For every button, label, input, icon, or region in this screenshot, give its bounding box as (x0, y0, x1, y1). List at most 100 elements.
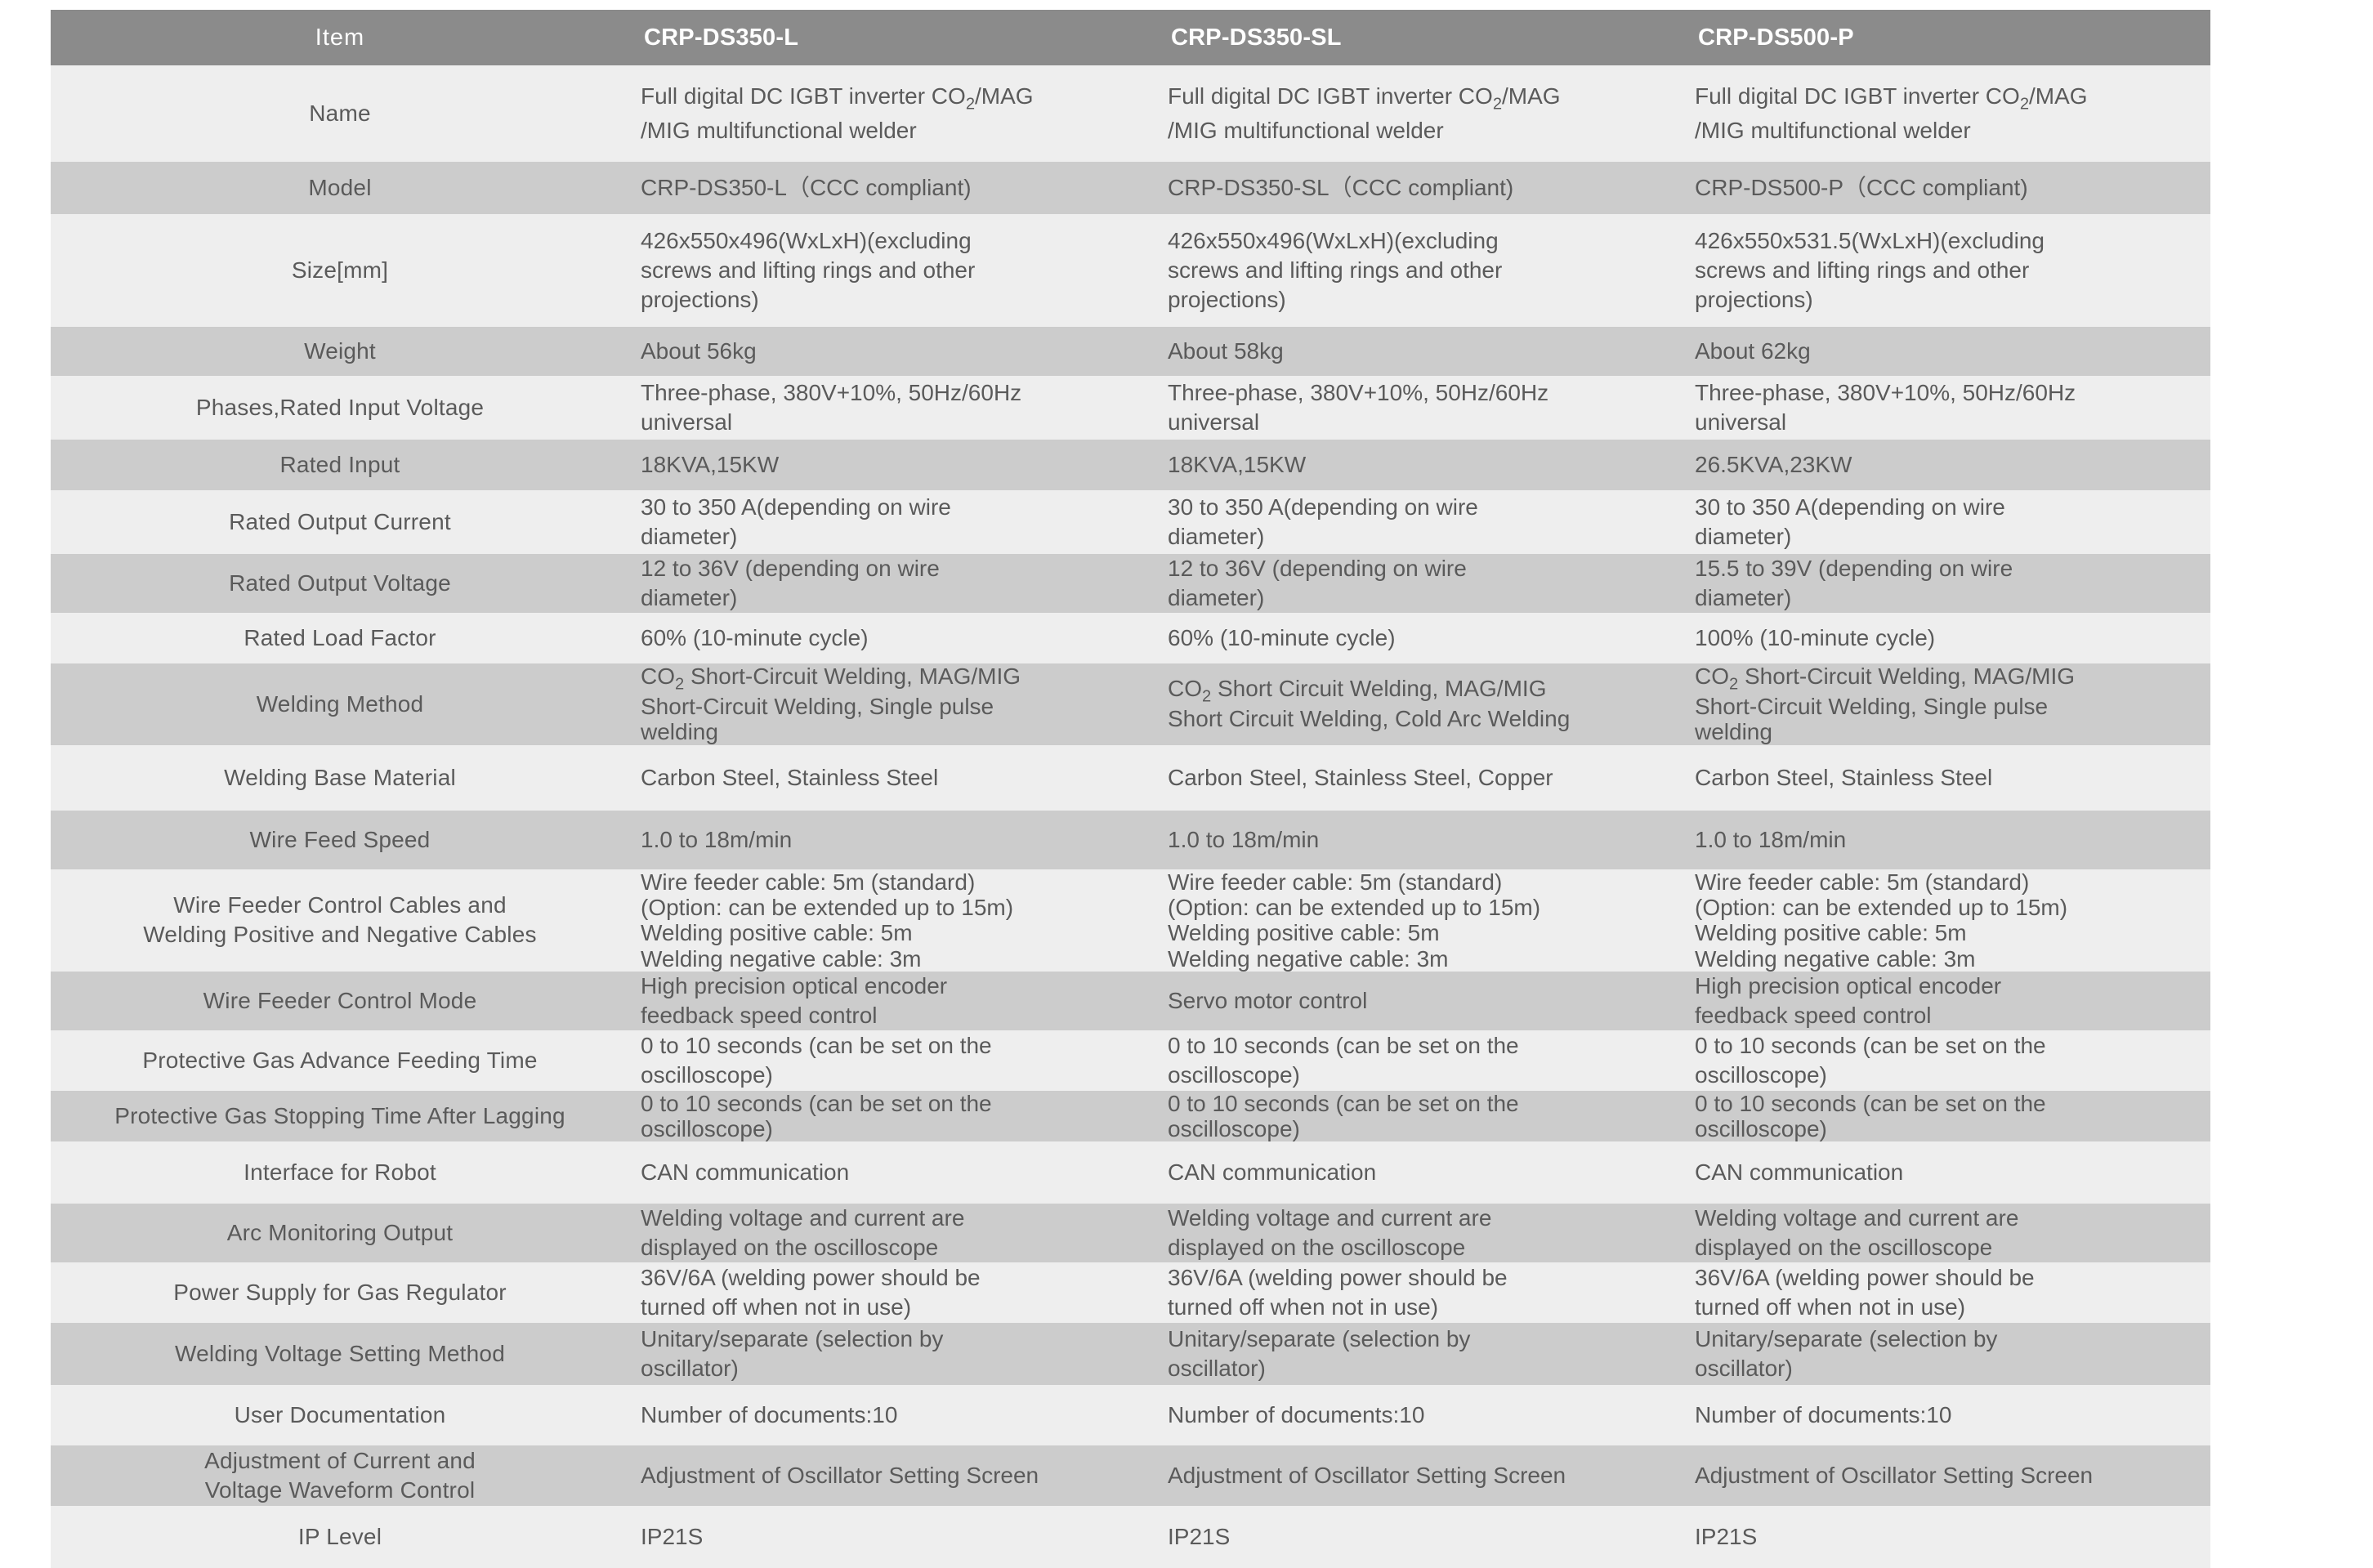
cell-ds350sl: CAN communication (1156, 1141, 1683, 1204)
subscript: 2 (1729, 675, 1739, 694)
cell-ds500p: 1.0 to 18m/min (1683, 810, 2210, 869)
cell-ds350l: Adjustment of Oscillator Setting Screen (629, 1445, 1156, 1506)
cell-ds350sl: Servo motor control (1156, 971, 1683, 1030)
row-label: Welding Base Material (51, 744, 629, 811)
cell-line: About 62kg (1695, 338, 1811, 364)
cell-line: 1.0 to 18m/min (641, 826, 793, 852)
cell-ds350sl: 30 to 350 A(depending on wire diameter) (1156, 490, 1683, 554)
cell-ds500p: IP21S (1683, 1506, 2210, 1568)
row-label: Wire Feeder Control Cables and Welding Po… (51, 869, 629, 972)
cell-line: 426x550x496(WxLxH)(excluding (641, 228, 972, 254)
cell-line: IP21S (1168, 1524, 1231, 1550)
row-label: Name (51, 65, 629, 162)
cell-line: welding (1695, 719, 1772, 745)
cell-ds350l: 30 to 350 A(depending on wire diameter) (629, 490, 1156, 554)
cell-line: Welding negative cable: 3m (1168, 945, 1449, 972)
cell-ds500p: Unitary/separate (selection by oscillator… (1683, 1323, 2210, 1385)
cell-line: High precision optical encoder (1695, 972, 2002, 998)
cell-line: diameter) (1168, 584, 1265, 610)
cell-line: Welding voltage and current are (1168, 1205, 1492, 1231)
row-label: Welding Method (51, 663, 629, 745)
cell-line: Three-phase, 380V+10%, 50Hz/60Hz (1695, 380, 2076, 406)
cell-ds350sl: 0 to 10 seconds (can be set on the oscill… (1156, 1090, 1683, 1142)
row-label: IP Level (51, 1506, 629, 1568)
table-row: Phases,Rated Input Voltage Three-phase, 3… (51, 376, 2210, 440)
cell-ds350l: Carbon Steel, Stainless Steel (629, 744, 1156, 811)
cell-line: 0 to 10 seconds (can be set on the (641, 1032, 992, 1058)
table-row: Protective Gas Advance Feeding Time 0 to … (51, 1030, 2210, 1091)
cell-line: universal (641, 409, 733, 435)
cell-line: 0 to 10 seconds (can be set on the (641, 1090, 992, 1116)
table-row: Weight About 56kg About 58kg About 62kg (51, 327, 2210, 376)
row-label: Model (51, 162, 629, 214)
cell-ds500p: 36V/6A (welding power should be turned of… (1683, 1262, 2210, 1323)
cell-line: oscillator) (1695, 1356, 1793, 1381)
cell-line: screws and lifting rings and other (1168, 257, 1503, 284)
table-row: Wire Feeder Control Mode High precision o… (51, 971, 2210, 1030)
cell-ds350l: 12 to 36V (depending on wire diameter) (629, 554, 1156, 613)
table-body: Name Full digital DC IGBT inverter CO2/MA… (51, 65, 2210, 1568)
cell-line: 0 to 10 seconds (can be set on the (1695, 1032, 2046, 1058)
row-label: Rated Load Factor (51, 612, 629, 663)
cell-line: Unitary/separate (selection by (641, 1326, 944, 1352)
cell-line: Full digital DC IGBT inverter CO2/MAG (641, 83, 1034, 114)
cell-line: (Option: can be extended up to 15m) (641, 894, 1014, 920)
cell-ds350l: Unitary/separate (selection by oscillator… (629, 1323, 1156, 1385)
cell-ds350sl: Number of documents:10 (1156, 1385, 1683, 1445)
cell-line: projections) (1168, 286, 1286, 312)
cell-line: turned off when not in use) (1695, 1294, 1966, 1320)
cell-ds350l: CO2 Short-Circuit Welding, MAG/MIG Short-… (629, 663, 1156, 745)
cell-line: Welding voltage and current are (1695, 1205, 2019, 1231)
cell-line: 100% (10-minute cycle) (1695, 624, 1936, 650)
cell-ds350l: CAN communication (629, 1141, 1156, 1204)
cell-line: diameter) (641, 524, 738, 549)
row-label: Power Supply for Gas Regulator (51, 1262, 629, 1323)
cell-line: diameter) (1695, 584, 1792, 610)
cell-line: oscillator) (1168, 1356, 1266, 1381)
cell-line: Wire feeder cable: 5m (standard) (641, 869, 976, 895)
cell-line: IP21S (1695, 1524, 1758, 1550)
row-label: Phases,Rated Input Voltage (51, 376, 629, 440)
subscript: 2 (965, 95, 976, 114)
welder-specification-table: Item CRP-DS350-L CRP-DS350-SL CRP-DS500-… (51, 10, 2210, 1568)
cell-line: 60% (10-minute cycle) (1168, 624, 1396, 650)
table-row: Protective Gas Stopping Time After Laggi… (51, 1090, 2210, 1142)
cell-line: projections) (641, 286, 759, 312)
cell-line: CO2 Short-Circuit Welding, MAG/MIG (1695, 663, 2076, 694)
cell-line: Welding negative cable: 3m (1695, 945, 1976, 972)
cell-line: 0 to 10 seconds (can be set on the (1695, 1090, 2046, 1116)
cell-line: Three-phase, 380V+10%, 50Hz/60Hz (641, 380, 1022, 406)
table-row: IP Level IP21S IP21S IP21S (51, 1506, 2210, 1568)
cell-ds350sl: IP21S (1156, 1506, 1683, 1568)
cell-ds350l: 0 to 10 seconds (can be set on the oscill… (629, 1090, 1156, 1142)
row-label: Size[mm] (51, 214, 629, 327)
cell-ds350l: Three-phase, 380V+10%, 50Hz/60Hz universa… (629, 376, 1156, 440)
cell-ds500p: CO2 Short-Circuit Welding, MAG/MIG Short-… (1683, 663, 2210, 745)
cell-line: 26.5KVA,23KW (1695, 452, 1852, 478)
cell-ds350sl: Full digital DC IGBT inverter CO2/MAG/MI… (1156, 65, 1683, 162)
row-label: Wire Feeder Control Mode (51, 971, 629, 1030)
cell-line: /MIG multifunctional welder (1168, 117, 1444, 143)
cell-line: Wire feeder cable: 5m (standard) (1695, 869, 2030, 895)
cell-ds500p: Welding voltage and current are displayed… (1683, 1204, 2210, 1262)
table-row: User Documentation Number of documents:10… (51, 1385, 2210, 1445)
cell-ds350l: 36V/6A (welding power should be turned of… (629, 1262, 1156, 1323)
cell-line: Welding positive cable: 5m (1168, 920, 1440, 946)
row-label: Rated Output Current (51, 490, 629, 554)
cell-line: Number of documents:10 (641, 1402, 898, 1428)
cell-line: 426x550x496(WxLxH)(excluding (1168, 228, 1499, 254)
cell-ds350l: Wire feeder cable: 5m (standard) (Option:… (629, 869, 1156, 972)
cell-line: CO2 Short-Circuit Welding, MAG/MIG (641, 663, 1021, 694)
row-label: Wire Feed Speed (51, 810, 629, 869)
row-label: Adjustment of Current and Voltage Wavefor… (51, 1445, 629, 1506)
cell-ds350l: Number of documents:10 (629, 1385, 1156, 1445)
cell-line: CAN communication (1695, 1159, 1904, 1186)
cell-line: oscilloscope) (1695, 1061, 1827, 1088)
cell-line: Short-Circuit Welding, Single pulse (1695, 693, 2049, 719)
cell-line: 426x550x531.5(WxLxH)(excluding (1695, 228, 2045, 254)
cell-line: Welding voltage and current are (641, 1205, 965, 1231)
cell-line: /MIG multifunctional welder (641, 117, 917, 143)
cell-ds350sl: Welding voltage and current are displayed… (1156, 1204, 1683, 1262)
cell-ds350sl: About 58kg (1156, 327, 1683, 376)
cell-line: 36V/6A (welding power should be (1695, 1265, 2035, 1291)
